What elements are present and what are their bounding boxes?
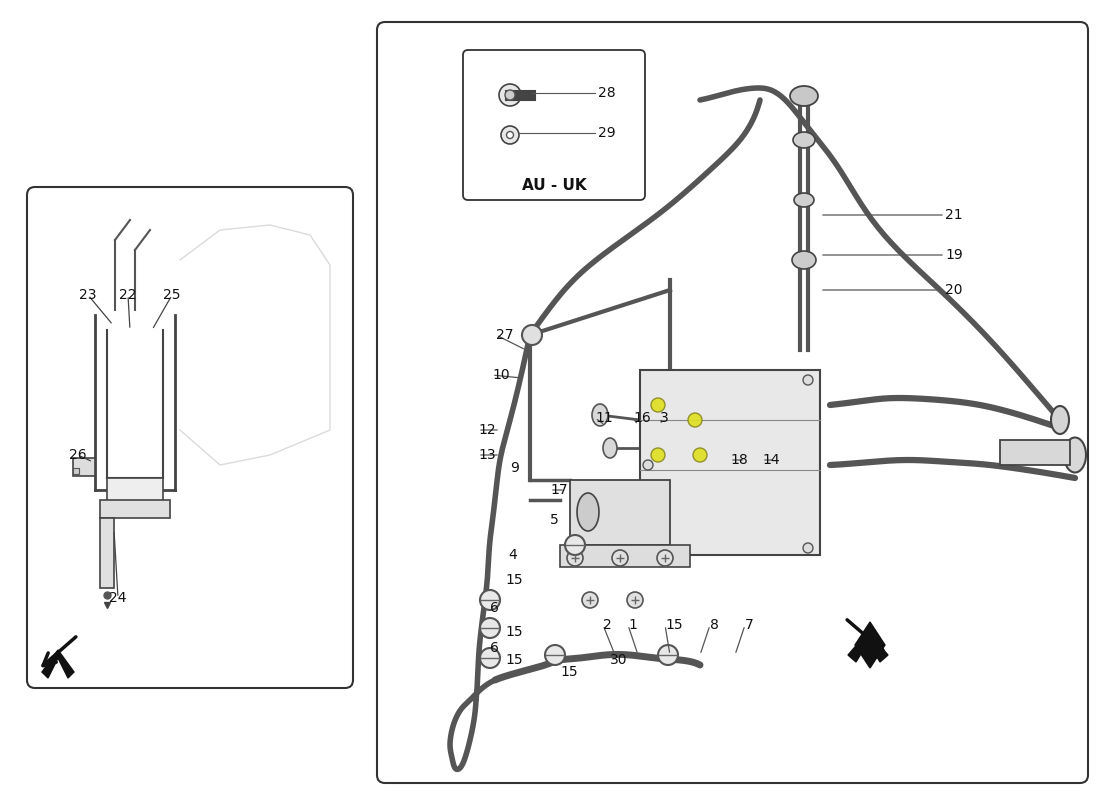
- Ellipse shape: [612, 550, 628, 566]
- Ellipse shape: [603, 438, 617, 458]
- Text: 5: 5: [550, 513, 559, 527]
- Text: 4: 4: [508, 548, 517, 562]
- Polygon shape: [42, 650, 74, 678]
- Ellipse shape: [1064, 438, 1086, 473]
- Text: 27: 27: [496, 328, 514, 342]
- Text: europarts: europarts: [458, 326, 902, 404]
- Text: 7: 7: [745, 618, 754, 632]
- Ellipse shape: [794, 193, 814, 207]
- Ellipse shape: [480, 648, 501, 668]
- Bar: [73, 458, 95, 476]
- Bar: [1000, 440, 1070, 465]
- Text: 30: 30: [610, 653, 627, 667]
- Ellipse shape: [480, 590, 501, 610]
- Text: 6: 6: [490, 601, 499, 615]
- Text: 14: 14: [762, 453, 780, 467]
- Ellipse shape: [651, 448, 666, 462]
- Text: 29: 29: [598, 126, 616, 140]
- Text: 3: 3: [660, 411, 669, 425]
- Ellipse shape: [505, 90, 515, 100]
- Text: 28: 28: [598, 86, 616, 100]
- Text: 9: 9: [510, 461, 519, 475]
- Text: 12: 12: [478, 423, 496, 437]
- Ellipse shape: [657, 550, 673, 566]
- Bar: [100, 518, 114, 588]
- Text: 10: 10: [492, 368, 509, 382]
- Ellipse shape: [693, 448, 707, 462]
- Text: 2: 2: [603, 618, 612, 632]
- Text: AU - UK: AU - UK: [521, 178, 586, 193]
- Ellipse shape: [592, 404, 608, 426]
- Ellipse shape: [1050, 406, 1069, 434]
- Text: 22: 22: [119, 288, 136, 302]
- Ellipse shape: [582, 592, 598, 608]
- Ellipse shape: [565, 535, 585, 555]
- Ellipse shape: [506, 131, 514, 138]
- Ellipse shape: [688, 413, 702, 427]
- Text: 15: 15: [666, 618, 683, 632]
- Text: 23: 23: [79, 288, 97, 302]
- FancyBboxPatch shape: [377, 22, 1088, 783]
- Text: 11: 11: [595, 411, 613, 425]
- Bar: [560, 545, 690, 567]
- Ellipse shape: [803, 375, 813, 385]
- FancyBboxPatch shape: [463, 50, 645, 200]
- Ellipse shape: [644, 460, 653, 470]
- Text: 17: 17: [550, 483, 568, 497]
- Ellipse shape: [627, 592, 644, 608]
- Text: 13: 13: [478, 448, 496, 462]
- Bar: [570, 480, 670, 545]
- Bar: [100, 500, 170, 518]
- Text: 8: 8: [710, 618, 719, 632]
- Ellipse shape: [651, 398, 666, 412]
- Text: 15: 15: [505, 573, 522, 587]
- Bar: [73, 468, 79, 474]
- Text: 25: 25: [163, 288, 180, 302]
- Text: 19: 19: [945, 248, 962, 262]
- Text: 20: 20: [945, 283, 962, 297]
- Ellipse shape: [793, 132, 815, 148]
- Ellipse shape: [658, 645, 678, 665]
- Ellipse shape: [480, 618, 501, 638]
- Text: 6: 6: [490, 641, 499, 655]
- Ellipse shape: [566, 550, 583, 566]
- Text: 26: 26: [69, 448, 87, 462]
- Text: 15: 15: [560, 665, 578, 679]
- Text: 15: 15: [505, 653, 522, 667]
- Text: 24: 24: [109, 591, 126, 605]
- Text: 16: 16: [632, 411, 651, 425]
- Ellipse shape: [500, 126, 519, 144]
- Ellipse shape: [792, 251, 816, 269]
- Ellipse shape: [803, 543, 813, 553]
- Ellipse shape: [790, 86, 818, 106]
- Text: 18: 18: [730, 453, 748, 467]
- Ellipse shape: [578, 493, 600, 531]
- Polygon shape: [855, 622, 886, 668]
- Text: 1: 1: [628, 618, 637, 632]
- Polygon shape: [848, 632, 888, 662]
- Text: 21: 21: [945, 208, 962, 222]
- Text: 15: 15: [505, 625, 522, 639]
- Ellipse shape: [499, 84, 521, 106]
- Ellipse shape: [522, 325, 542, 345]
- Text: a passion for driving since 1985: a passion for driving since 1985: [480, 418, 880, 442]
- FancyBboxPatch shape: [28, 187, 353, 688]
- Bar: [640, 370, 820, 555]
- Bar: [107, 478, 163, 506]
- Ellipse shape: [544, 645, 565, 665]
